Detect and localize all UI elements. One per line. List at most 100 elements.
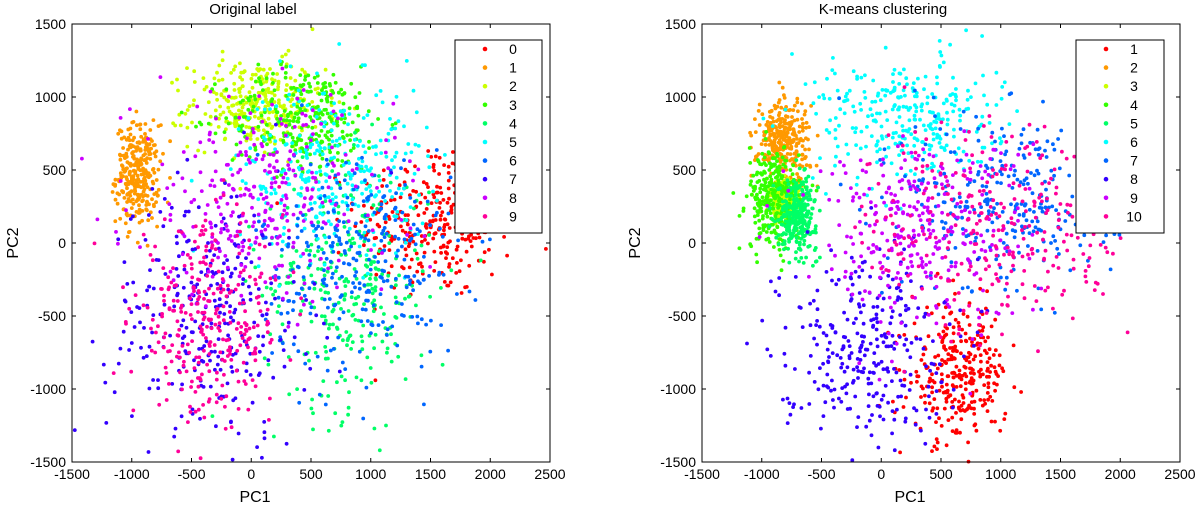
- scatter-point: [978, 286, 983, 291]
- scatter-point: [225, 201, 230, 206]
- scatter-point: [146, 137, 150, 141]
- scatter-point: [329, 222, 333, 227]
- scatter-point: [307, 263, 312, 268]
- scatter-point: [386, 166, 391, 171]
- scatter-point: [304, 142, 309, 146]
- scatter-point: [249, 243, 253, 247]
- scatter-point: [288, 110, 293, 115]
- scatter-point: [813, 227, 818, 232]
- scatter-point: [263, 210, 268, 215]
- scatter-point: [987, 347, 992, 352]
- scatter-point: [256, 212, 261, 217]
- scatter-point: [437, 206, 442, 210]
- scatter-point: [987, 356, 992, 361]
- scatter-point: [283, 180, 288, 185]
- scatter-point: [302, 281, 307, 286]
- scatter-point: [787, 120, 792, 125]
- scatter-point: [303, 108, 308, 112]
- scatter-point: [301, 204, 306, 209]
- scatter-point: [273, 226, 277, 231]
- scatter-point: [284, 64, 289, 69]
- scatter-point: [190, 407, 195, 412]
- scatter-point: [1012, 385, 1017, 390]
- scatter-point: [320, 226, 324, 231]
- scatter-point: [378, 89, 383, 93]
- scatter-point: [913, 117, 918, 122]
- scatter-point: [188, 256, 193, 260]
- scatter-point: [190, 379, 194, 384]
- scatter-point: [773, 106, 778, 111]
- scatter-point: [360, 159, 365, 164]
- scatter-point: [310, 299, 315, 304]
- scatter-point: [1015, 109, 1019, 113]
- scatter-point: [118, 171, 123, 176]
- scatter-point: [770, 217, 775, 221]
- scatter-point: [240, 248, 245, 253]
- scatter-point: [203, 212, 208, 216]
- scatter-point: [892, 67, 897, 72]
- scatter-point: [249, 260, 254, 265]
- scatter-point: [408, 159, 412, 164]
- scatter-point: [171, 266, 175, 270]
- scatter-point: [394, 94, 399, 99]
- scatter-point: [911, 81, 916, 85]
- scatter-point: [238, 270, 243, 275]
- scatter-point: [215, 286, 220, 291]
- scatter-point: [770, 146, 775, 151]
- scatter-point: [259, 229, 264, 234]
- scatter-point: [850, 126, 855, 130]
- scatter-point: [132, 135, 137, 140]
- scatter-point: [422, 254, 426, 259]
- scatter-point: [148, 157, 153, 161]
- scatter-point: [265, 130, 270, 135]
- scatter-point: [455, 261, 459, 265]
- scatter-point: [875, 160, 879, 165]
- scatter-point: [951, 349, 955, 353]
- scatter-point: [914, 105, 919, 110]
- scatter-point: [132, 191, 137, 196]
- scatter-point: [998, 141, 1003, 146]
- scatter-point: [221, 304, 226, 309]
- scatter-point: [342, 120, 347, 125]
- scatter-point: [945, 117, 950, 122]
- scatter-point: [427, 274, 431, 278]
- scatter-point: [237, 90, 242, 94]
- scatter-point: [193, 239, 197, 244]
- scatter-point: [901, 88, 906, 93]
- scatter-point: [349, 81, 354, 86]
- scatter-point: [411, 239, 416, 244]
- scatter-point: [939, 145, 944, 150]
- scatter-point: [319, 129, 324, 133]
- scatter-point: [224, 98, 229, 102]
- cluster-3-points: [179, 60, 398, 184]
- scatter-point: [181, 150, 186, 154]
- scatter-point: [997, 353, 1002, 358]
- scatter-point: [919, 395, 923, 399]
- scatter-point: [362, 203, 366, 208]
- scatter-point: [264, 190, 269, 194]
- scatter-point: [797, 259, 801, 264]
- scatter-point: [779, 222, 784, 227]
- scatter-point: [751, 189, 756, 193]
- scatter-point: [764, 230, 769, 234]
- scatter-point: [291, 152, 296, 157]
- scatter-point: [277, 98, 281, 103]
- scatter-point: [785, 228, 789, 233]
- scatter-point: [386, 131, 391, 136]
- scatter-point: [334, 195, 338, 200]
- scatter-point: [748, 161, 753, 165]
- scatter-point: [333, 203, 338, 207]
- scatter-point: [181, 285, 186, 290]
- scatter-point: [127, 161, 132, 166]
- scatter-point: [778, 253, 783, 258]
- scatter-point: [273, 289, 278, 294]
- scatter-point: [320, 156, 325, 161]
- scatter-point: [128, 126, 133, 131]
- scatter-point: [185, 239, 189, 244]
- scatter-point: [217, 116, 221, 121]
- scatter-point: [791, 234, 795, 238]
- scatter-point: [142, 170, 147, 174]
- scatter-point: [284, 142, 289, 147]
- scatter-point: [442, 225, 447, 229]
- scatter-point: [929, 166, 934, 170]
